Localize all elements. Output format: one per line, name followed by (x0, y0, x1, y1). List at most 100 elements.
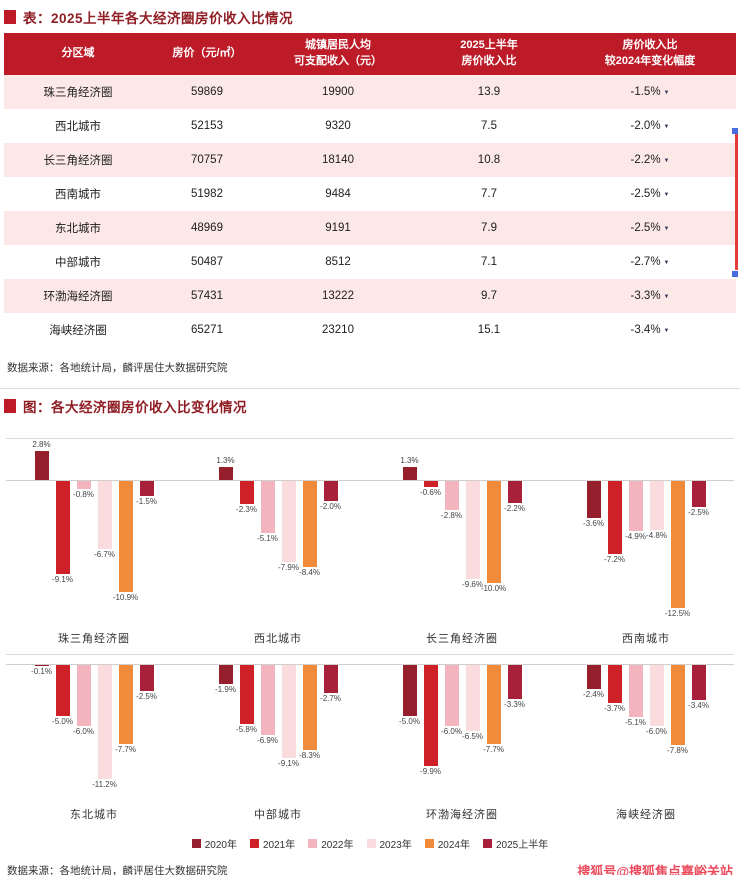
price-cell: 59869 (191, 85, 223, 98)
region-cell: 西南城市 (55, 188, 101, 201)
bar-series-0 (34, 664, 49, 666)
bar-series-5 (507, 664, 522, 699)
change-cell: -2.0% ▼ (564, 109, 736, 143)
region-cell: 海峡经济圈 (49, 324, 107, 337)
bar-series-3 (281, 664, 296, 758)
bar-series-0 (402, 664, 417, 716)
bar-series-1 (607, 664, 622, 703)
change-value: -2.2% (630, 153, 661, 166)
chart-group: 1.3% -0.6% -2.8% -9.6% -10.0% -2.2% 长三角经济圈 (370, 438, 554, 650)
chart-group: -0.1% -5.0% -6.0% -11.2% -7.7% -2.5% 东北城市 (2, 654, 186, 826)
ratio-cell: 13.9 (477, 85, 501, 98)
bar-value-label: -6.0% (646, 726, 667, 736)
legend-item: 2020年 (191, 836, 237, 851)
table-row: 西北城市 52153 9320 7.5 -2.0% ▼ (4, 109, 736, 143)
bar-value-label: -2.3% (236, 504, 257, 514)
legend-label: 2021年 (263, 839, 296, 851)
bar-series-2 (444, 480, 459, 510)
chart-group-label: 珠三角经济圈 (58, 632, 130, 645)
legend-item: 2021年 (250, 836, 295, 851)
bar-series-5 (139, 480, 154, 496)
bar-series-2 (628, 480, 643, 531)
bar-value-label: -7.2% (604, 554, 625, 564)
bar-value-label: -5.0% (52, 716, 73, 726)
bar-value-label: -0.1% (31, 666, 52, 676)
bar-series-0 (218, 664, 233, 684)
ratio-cell: 10.8 (477, 153, 501, 166)
chart-row-1: 2.8% -9.1% -0.8% -6.7% -10.9% -1.5% 珠三角经济圈 1.3%… (2, 437, 738, 650)
chart-group-label: 西北城市 (254, 632, 302, 645)
section-bullet-icon (4, 10, 16, 24)
income-cell: 9320 (325, 119, 351, 132)
legend-swatch-icon (424, 838, 434, 848)
column-header: 2025上半年 房价收入比 (414, 33, 564, 75)
column-header: 房价（元/㎡） (152, 33, 262, 75)
chart-legend: 2020年 2021年 2022年 2023年 2024年 2025上半年 (0, 836, 740, 851)
bar-series-5 (139, 664, 154, 691)
bar-value-label: -2.0% (320, 501, 341, 511)
bar-value-label: -1.9% (215, 684, 236, 694)
bar-series-5 (691, 664, 706, 700)
bar-series-1 (239, 664, 254, 724)
change-cell: -2.5% ▼ (564, 211, 736, 245)
selection-marker-line[interactable] (735, 134, 738, 270)
bar-series-5 (323, 480, 338, 501)
bar-value-label: -11.2% (92, 779, 117, 789)
region-cell: 中部城市 (55, 256, 101, 269)
bar-value-label: -3.7% (604, 703, 625, 713)
bar-value-label: -6.0% (441, 726, 462, 736)
bar-series-5 (323, 664, 338, 693)
income-cell: 9484 (325, 187, 351, 200)
legend-swatch-icon (366, 838, 376, 848)
table-header-row: 分区域 房价（元/㎡） 城镇居民人均 可支配收入（元） 2025上半年 房价收入比 房价收入… (4, 33, 736, 75)
table-title: 表：2025上半年各大经济圈房价收入比情况 (23, 11, 294, 26)
bar-value-label: 1.3% (216, 455, 235, 465)
bar-series-4 (118, 664, 133, 744)
column-header: 房价收入比 较2024年变化幅度 (564, 33, 736, 75)
bar-series-1 (607, 480, 622, 554)
decrease-arrow-icon: ▼ (663, 259, 670, 266)
chart-zero-axis (6, 479, 734, 481)
ratio-cell: 9.7 (481, 289, 497, 302)
table-row: 中部城市 50487 8512 7.1 -2.7% ▼ (4, 245, 736, 279)
bar-series-4 (670, 664, 685, 745)
legend-swatch-icon (483, 838, 492, 848)
chart-group: -3.6% -7.2% -4.9% -4.8% -12.5% -2.5% 西南城市 (554, 438, 738, 650)
decrease-arrow-icon: ▼ (663, 89, 670, 96)
column-header: 城镇居民人均 可支配收入（元） (262, 33, 414, 75)
decrease-arrow-icon: ▼ (663, 191, 670, 198)
bar-series-2 (260, 480, 275, 533)
ratio-cell: 15.1 (477, 323, 501, 336)
section-divider (0, 387, 740, 389)
bar-value-label: 2.8% (32, 439, 51, 449)
table-section-header: 表：2025上半年各大经济圈房价收入比情况 (0, 0, 740, 33)
legend-swatch-icon (308, 838, 318, 848)
selection-handle-bottom-icon[interactable] (732, 271, 738, 277)
bar-series-4 (302, 664, 317, 750)
ratio-cell: 7.9 (481, 221, 497, 234)
bar-series-4 (302, 480, 317, 567)
bar-value-label: -5.8% (236, 724, 257, 734)
decrease-arrow-icon: ▼ (663, 123, 670, 130)
bar-value-label: -2.5% (688, 507, 709, 517)
chart-zero-axis (6, 663, 734, 665)
bar-value-label: -0.6% (420, 487, 441, 497)
legend-label: 2023年 (379, 839, 412, 851)
bar-value-label: -5.0% (399, 716, 420, 726)
chart-title: 图：各大经济圈房价收入比变化情况 (23, 399, 247, 415)
price-cell: 65271 (191, 323, 223, 336)
table-source: 数据来源：各地统计局，麟评居住大数据研究院 (7, 361, 228, 374)
bar-series-1 (423, 480, 438, 487)
bar-series-5 (691, 480, 706, 507)
chart-group-label: 长三角经济圈 (426, 632, 498, 645)
bar-series-3 (281, 480, 296, 562)
change-cell: -2.5% ▼ (564, 177, 736, 211)
change-cell: -3.4% ▼ (564, 313, 736, 347)
bar-value-label: -10.0% (480, 583, 507, 593)
bar-series-1 (423, 664, 438, 766)
bar-series-2 (444, 664, 459, 726)
bar-series-3 (465, 480, 480, 579)
selection-handle-top-icon[interactable] (732, 128, 738, 134)
bar-value-label: -6.9% (257, 735, 278, 745)
bar-series-0 (402, 466, 417, 480)
